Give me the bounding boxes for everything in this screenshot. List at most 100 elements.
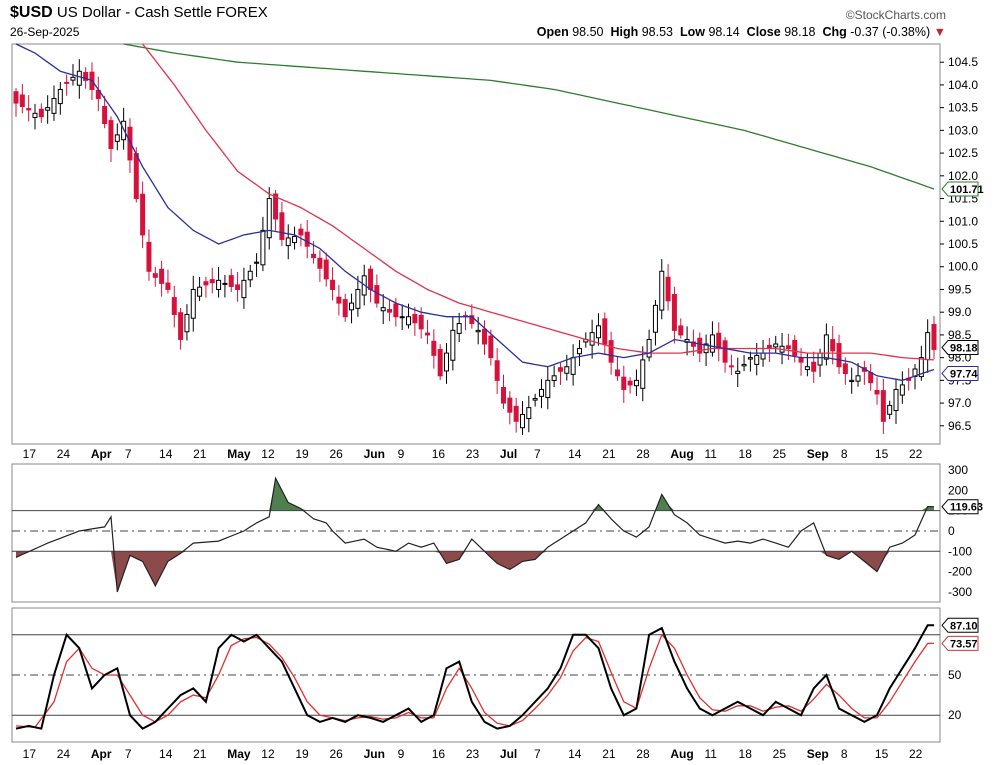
x-tick-label: Apr [91, 447, 112, 461]
candle-body [260, 229, 266, 266]
cci-tick-label: -300 [948, 585, 972, 599]
x-tick-label: 21 [193, 747, 207, 761]
candle-body [203, 281, 209, 286]
candle-body [184, 313, 190, 333]
x-tick-label: 19 [295, 747, 309, 761]
brand-link[interactable]: ©StockCharts.com [845, 8, 946, 22]
ma-mid-line [142, 43, 935, 361]
candle-body [602, 318, 608, 345]
candle-body [918, 357, 924, 378]
candle-body [576, 348, 582, 355]
candle-body [709, 334, 715, 353]
candle-body [747, 357, 753, 360]
candle-body [469, 315, 475, 325]
candle-body [13, 91, 19, 104]
candle-body [57, 88, 63, 105]
candle-body [197, 286, 203, 297]
candle-body [557, 367, 563, 372]
candle-body [595, 325, 601, 339]
price-tick-label: 104.5 [948, 55, 978, 69]
candle-body [336, 296, 342, 304]
ohlc-readout: Open 98.50 High 98.53 Low 98.14 Close 98… [537, 25, 946, 39]
candle-body [108, 120, 114, 150]
candle-body [899, 384, 905, 396]
candle-body [102, 105, 108, 125]
candle-body [317, 257, 323, 269]
price-tick-label: 101.0 [948, 214, 978, 228]
candle-body [621, 376, 627, 390]
candle-body [817, 352, 823, 366]
candle-body [456, 323, 462, 334]
x-tick-label: 28 [636, 447, 650, 461]
change-label: Chg [822, 25, 847, 39]
candle-body [26, 108, 32, 111]
candle-body [393, 303, 399, 318]
x-tick-label: 14 [159, 747, 173, 761]
candle-body [880, 390, 886, 422]
x-tick-label: 16 [432, 747, 446, 761]
price-tick-label: 96.5 [948, 419, 972, 433]
ma-long-last-label-box [941, 181, 979, 197]
candle-body [519, 413, 525, 429]
candle-body [228, 275, 234, 287]
candle-body [868, 372, 874, 384]
cci-tick-label: 200 [948, 483, 968, 497]
candle-body [146, 241, 152, 272]
candle-body [494, 360, 500, 381]
x-tick-label: Jun [364, 747, 385, 761]
chart-header: $USD US Dollar - Cash Settle FOREX 26-Se… [0, 0, 1004, 44]
x-tick-label: 21 [193, 447, 207, 461]
candle-body [513, 405, 519, 422]
candle-body [127, 126, 133, 161]
candle-body [716, 332, 722, 350]
candle-body [437, 348, 443, 377]
x-tick-label: Sep [807, 447, 829, 461]
stoch-d-line [15, 633, 934, 728]
candle-body [140, 193, 146, 236]
cci-tick-label: 300 [948, 463, 968, 477]
candle-body [342, 299, 348, 318]
chart-title: $USD US Dollar - Cash Settle FOREX [10, 4, 268, 22]
ma-short-last-label-box [941, 365, 979, 381]
price-tick-label: 99.0 [948, 305, 972, 319]
candle-body [425, 332, 431, 336]
candle-body [507, 397, 513, 413]
cci-line [15, 476, 935, 593]
x-tick-label: 9 [398, 447, 405, 461]
open-value: 98.50 [572, 25, 604, 39]
down-arrow-icon: ▼ [933, 25, 946, 39]
x-tick-label: 8 [841, 747, 848, 761]
x-tick-label: 23 [466, 747, 480, 761]
x-tick-label: 23 [466, 447, 480, 461]
candle-body [722, 340, 728, 363]
candle-body [842, 363, 848, 375]
candle-body [792, 340, 798, 356]
candle-body [159, 268, 165, 284]
candle-body [133, 153, 139, 200]
candle-body [811, 361, 817, 372]
candle-body [804, 366, 810, 371]
candle-body [355, 288, 361, 309]
x-tick-label: 24 [57, 447, 71, 461]
candle-body [526, 407, 532, 420]
x-tick-label: 14 [159, 447, 173, 461]
ma-short-last-label: 97.74 [950, 368, 978, 380]
x-tick-label: Sep [807, 747, 829, 761]
candle-body [70, 76, 76, 81]
x-tick-label: 18 [739, 447, 753, 461]
x-tick-label: 8 [841, 447, 848, 461]
candle-body [450, 329, 456, 361]
candle-body [152, 273, 158, 278]
candle-body [178, 312, 184, 340]
candle-body [51, 98, 57, 114]
x-tick-label: 15 [875, 747, 889, 761]
candle-body [368, 268, 374, 290]
candle-body [608, 340, 614, 363]
candle-body [285, 237, 291, 247]
price-tick-label: 104.0 [948, 78, 978, 92]
candle-body [874, 389, 880, 395]
candle-body [292, 235, 298, 244]
price-tick-label: 102.0 [948, 169, 978, 183]
